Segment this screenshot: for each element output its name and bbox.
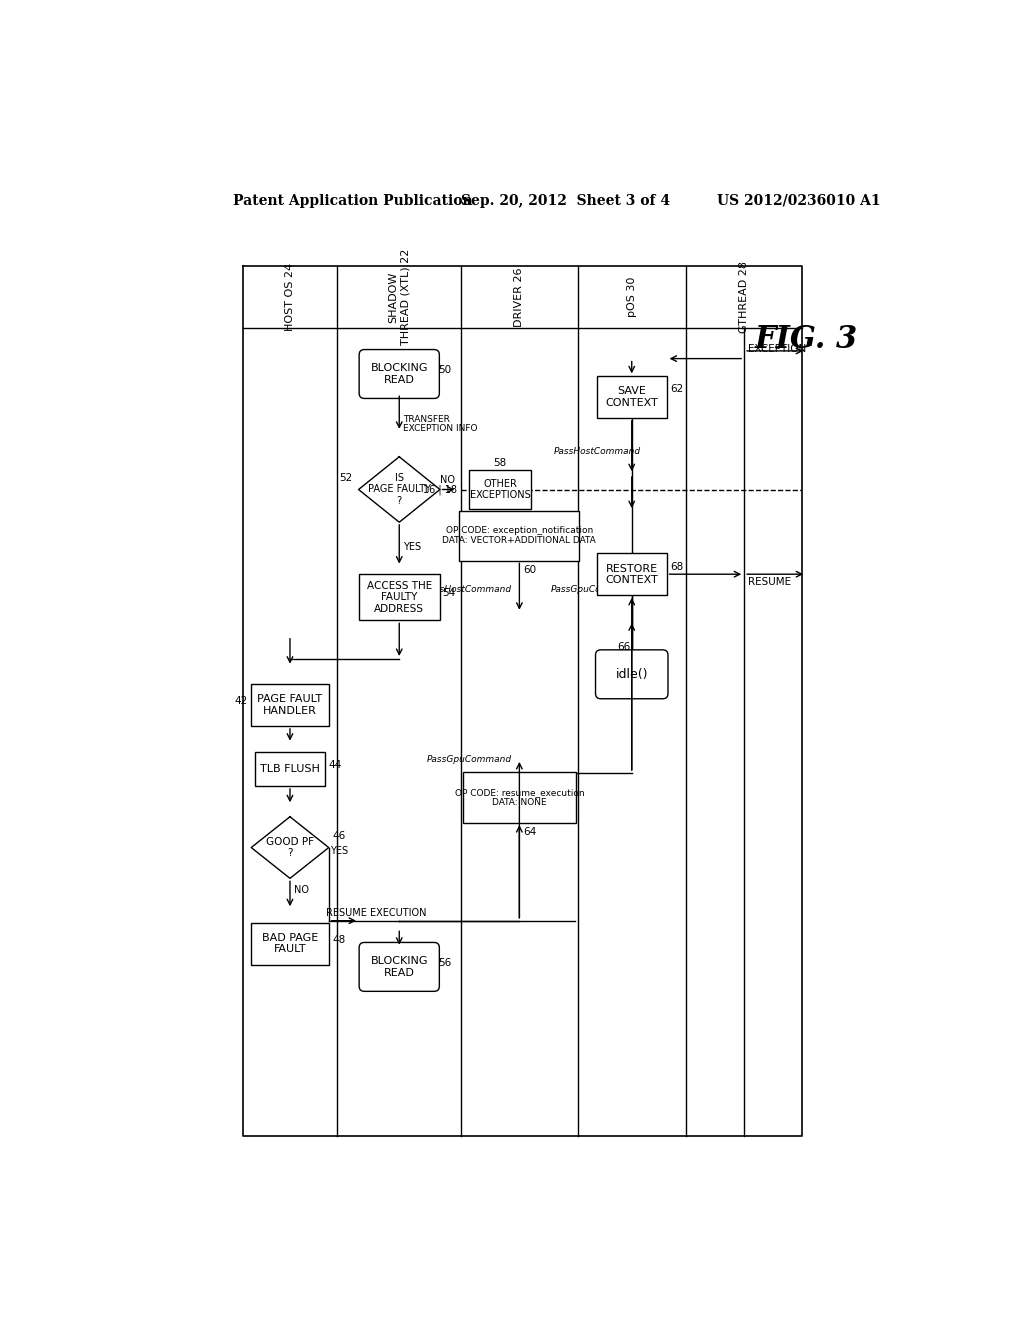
Text: PassGpuCommand: PassGpuCommand [427,755,512,763]
Text: NO: NO [294,884,309,895]
Text: SAVE
CONTEXT: SAVE CONTEXT [605,387,658,408]
Bar [255,751,325,787]
Text: 68: 68 [671,561,684,572]
Text: BLOCKING
READ: BLOCKING READ [371,956,428,978]
Text: TLB FLUSH: TLB FLUSH [260,764,319,774]
Text: BLOCKING
READ: BLOCKING READ [371,363,428,384]
Text: 56: 56 [438,958,452,968]
Text: 16 | 18: 16 | 18 [423,484,458,495]
Bar [463,772,575,822]
Text: 46: 46 [333,832,346,841]
Text: 52: 52 [340,473,352,483]
Bar [597,376,667,418]
Text: pOS 30: pOS 30 [627,277,637,317]
Text: EXCEPTION: EXCEPTION [748,345,806,354]
Text: 48: 48 [333,935,346,945]
Bar [469,470,531,508]
Text: PassGpuCommand: PassGpuCommand [551,585,636,594]
Text: OP CODE: resume_execution
DATA: NONE: OP CODE: resume_execution DATA: NONE [455,788,584,807]
Text: 54: 54 [442,589,455,598]
Text: IS
PAGE FAULTY
?: IS PAGE FAULTY ? [368,474,431,506]
Text: TRANSFER
EXCEPTION INFO: TRANSFER EXCEPTION INFO [403,414,477,433]
Text: DRIVER 26: DRIVER 26 [514,267,524,327]
Text: HOST OS 24: HOST OS 24 [285,263,295,331]
Text: GTHREAD 28: GTHREAD 28 [739,261,750,333]
Bar [251,684,329,726]
FancyBboxPatch shape [596,649,668,698]
Bar [358,574,440,620]
Bar [597,553,667,595]
Bar [460,511,580,561]
Text: ACCESS THE
FAULTY
ADDRESS: ACCESS THE FAULTY ADDRESS [367,581,432,614]
Text: US 2012/0236010 A1: US 2012/0236010 A1 [717,194,881,207]
Text: BAD PAGE
FAULT: BAD PAGE FAULT [262,933,318,954]
Text: PassHostCommand: PassHostCommand [425,585,512,594]
Text: 42: 42 [234,696,248,706]
Text: Patent Application Publication: Patent Application Publication [232,194,472,207]
Text: PAGE FAULT
HANDLER: PAGE FAULT HANDLER [257,694,323,715]
Text: YES: YES [331,846,348,857]
Text: 58: 58 [494,458,507,467]
Text: RESTORE
CONTEXT: RESTORE CONTEXT [605,564,658,585]
Polygon shape [251,817,329,878]
Text: 50: 50 [438,366,452,375]
Text: Sep. 20, 2012  Sheet 3 of 4: Sep. 20, 2012 Sheet 3 of 4 [461,194,671,207]
Text: 64: 64 [523,828,537,837]
Text: SHADOW
THREAD (XTL) 22: SHADOW THREAD (XTL) 22 [388,248,410,346]
Text: 62: 62 [671,384,684,395]
FancyBboxPatch shape [359,942,439,991]
Text: 44: 44 [329,760,342,770]
Text: YES: YES [403,543,421,552]
Text: OTHER
EXCEPTIONS: OTHER EXCEPTIONS [470,479,530,500]
Text: GOOD PF
?: GOOD PF ? [266,837,314,858]
Text: 66: 66 [617,643,631,652]
Text: FIG. 3: FIG. 3 [755,323,858,355]
Text: OP CODE: exception_notification
DATA: VECTOR+ADDITIONAL DATA: OP CODE: exception_notification DATA: VE… [442,527,596,545]
Polygon shape [358,457,440,523]
Text: RESUME EXECUTION: RESUME EXECUTION [326,908,426,917]
Text: NO: NO [439,475,455,486]
Text: idle(): idle() [615,668,648,681]
Bar [251,923,329,965]
Text: 60: 60 [523,565,537,576]
Text: RESUME: RESUME [748,577,792,587]
Text: PassHostCommand: PassHostCommand [553,446,640,455]
FancyBboxPatch shape [359,350,439,399]
